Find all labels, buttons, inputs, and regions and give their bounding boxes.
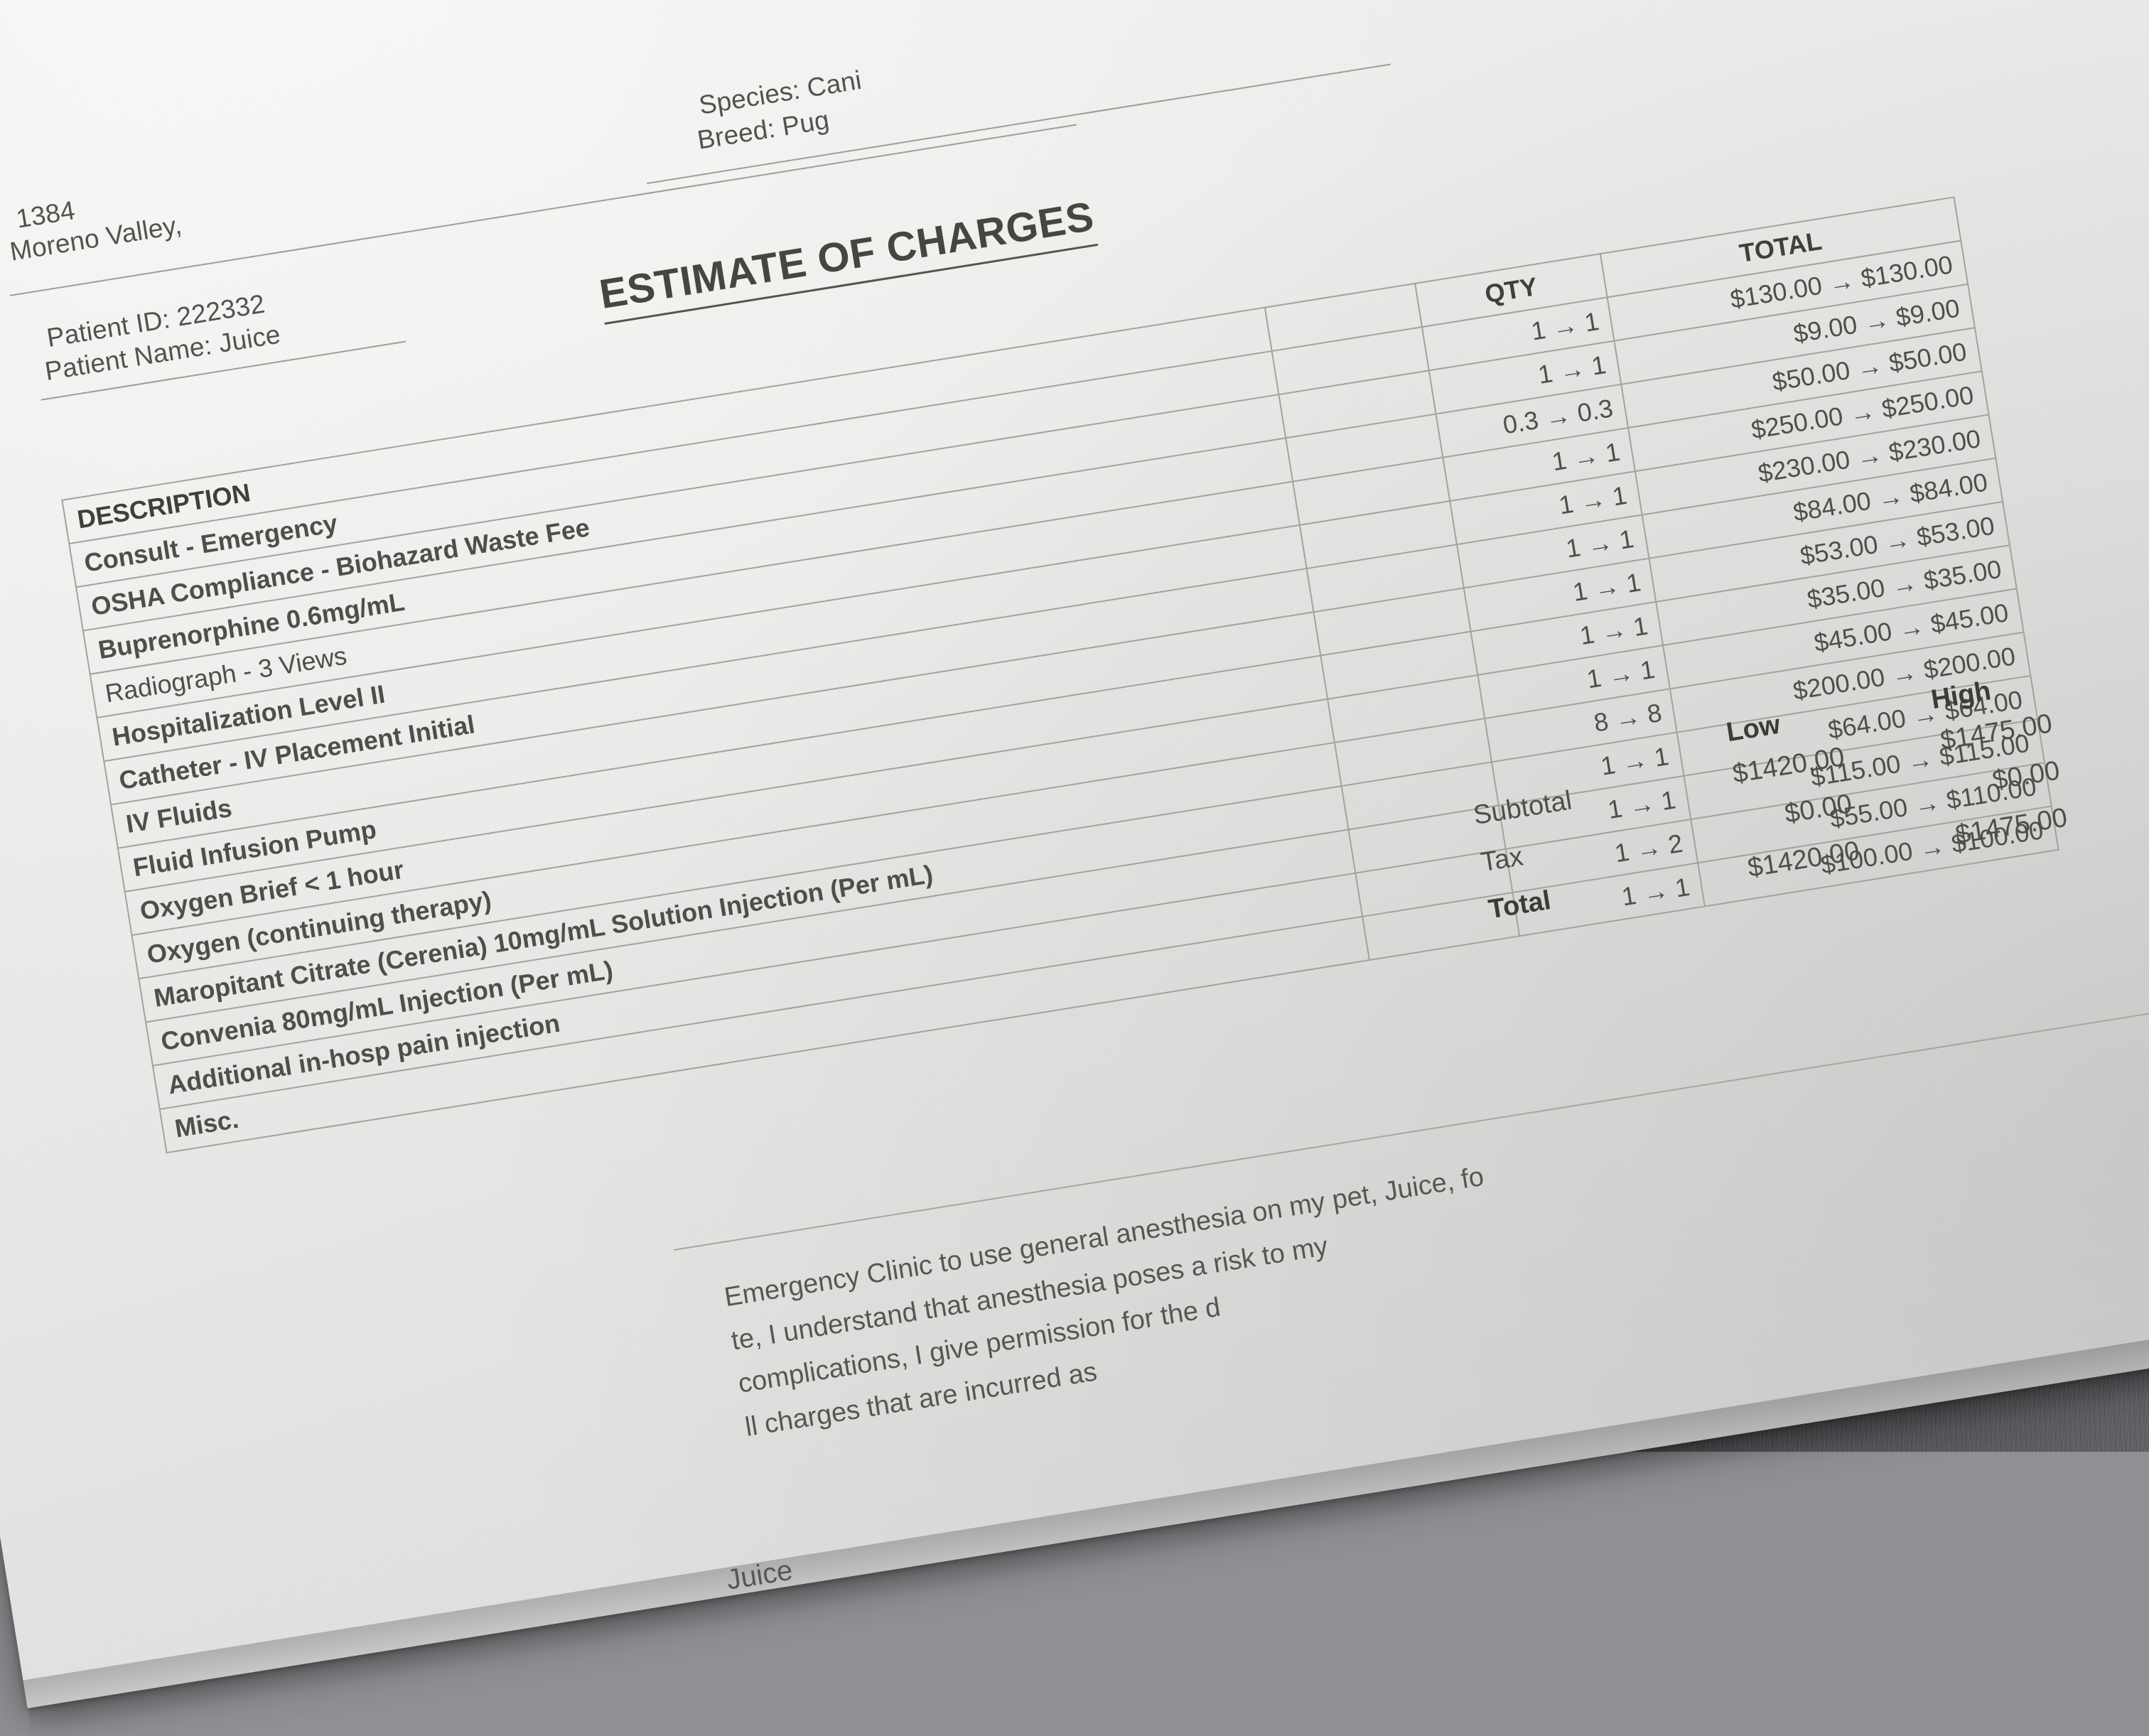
page-title: ESTIMATE OF CHARGES [596,192,1099,325]
charges-table: DESCRIPTION QTY TOTAL Consult - Emergenc… [61,196,2059,1153]
handwritten-initials-mark: DP [1448,0,1542,4]
